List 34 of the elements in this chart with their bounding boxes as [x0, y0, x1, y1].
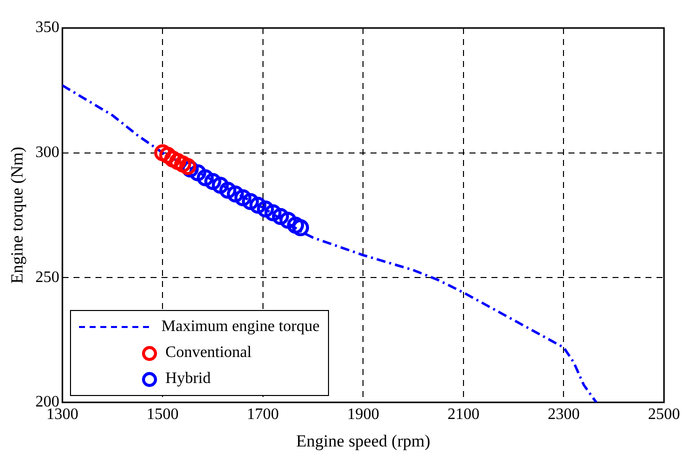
legend-label: Maximum engine torque: [161, 318, 320, 336]
point: [264, 204, 282, 222]
point: [154, 144, 172, 162]
point: [256, 200, 274, 218]
point: [234, 189, 252, 206]
x-tick-label: 1700: [246, 406, 279, 424]
point: [159, 146, 176, 164]
point: [174, 156, 192, 173]
point: [280, 212, 296, 229]
x-tick-label: 2500: [648, 406, 680, 424]
point: [212, 176, 229, 194]
point: [169, 153, 186, 170]
point: [292, 219, 310, 236]
point: [164, 150, 182, 168]
point: [226, 185, 244, 202]
line-series: [62, 84, 598, 402]
y-tick-label: 350: [35, 19, 60, 36]
point: [287, 216, 304, 234]
legend-label: Hybrid: [165, 370, 211, 388]
point: [242, 192, 259, 210]
point: [249, 196, 266, 214]
x-tick-label: 2300: [548, 406, 580, 424]
x-tick-label: 2100: [447, 406, 480, 424]
x-tick-label: 1500: [146, 406, 179, 424]
x-tick-label: 1900: [347, 406, 380, 424]
point: [196, 169, 214, 186]
y-axis-title: Engine torque (Nm): [8, 146, 27, 284]
point: [204, 173, 222, 190]
point: [272, 208, 289, 225]
legend-label: Conventional: [165, 344, 252, 362]
y-tick-label: 250: [35, 268, 60, 286]
x-axis-title: Engine speed (rpm): [296, 431, 430, 450]
y-tick-label: 300: [35, 144, 60, 162]
point: [219, 182, 236, 199]
